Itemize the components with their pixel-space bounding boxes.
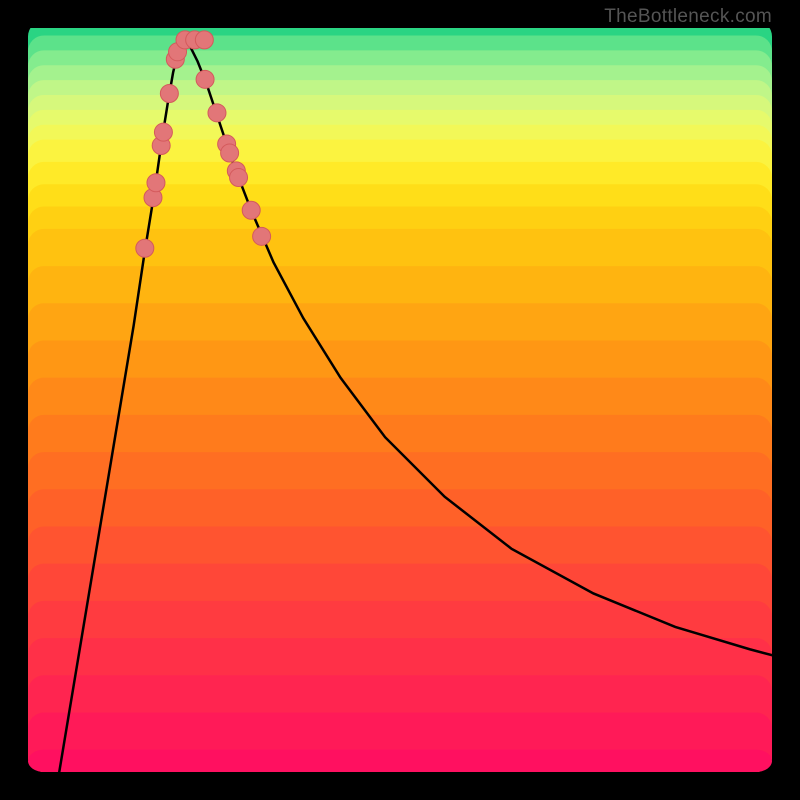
- bottleneck-chart: [28, 28, 772, 772]
- watermark: TheBottleneck.com: [604, 6, 772, 28]
- chart-svg: [28, 28, 772, 772]
